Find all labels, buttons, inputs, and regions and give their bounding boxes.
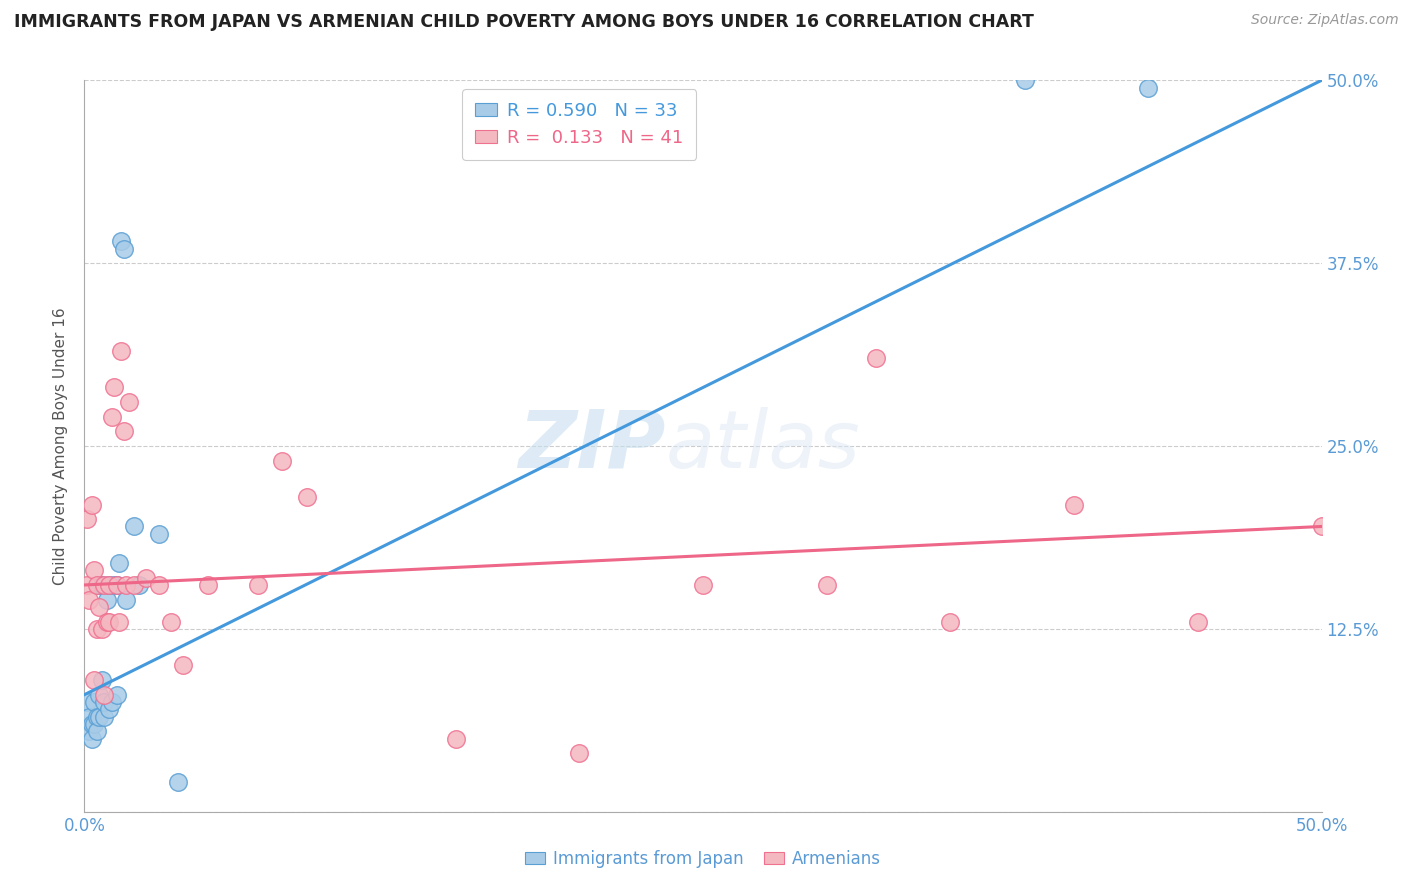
Point [1063,498,1085,512]
Point [568,746,591,760]
Point [135,571,157,585]
Y-axis label: Child Poverty Among Boys Under 16: Child Poverty Among Boys Under 16 [53,307,69,585]
Text: IMMIGRANTS FROM JAPAN VS ARMENIAN CHILD POVERTY AMONG BOYS UNDER 16 CORRELATION : IMMIGRANTS FROM JAPAN VS ARMENIAN CHILD … [14,13,1033,31]
Point [118,395,141,409]
Point [98,702,121,716]
Point [444,731,467,746]
Legend: R = 0.590   N = 33, R =  0.133   N = 41: R = 0.590 N = 33, R = 0.133 N = 41 [463,89,696,160]
Point [865,351,887,366]
Text: atlas: atlas [666,407,860,485]
Point [93,695,115,709]
Point [1137,80,1160,95]
Point [76,512,98,526]
Point [89,688,111,702]
Point [90,578,112,592]
Point [197,578,219,592]
Point [86,724,108,739]
Point [79,709,101,723]
Point [98,615,121,629]
Point [83,563,105,577]
Point [105,578,128,592]
Point [96,615,118,629]
Text: ZIP: ZIP [519,407,666,485]
Point [83,673,105,687]
Point [939,615,962,629]
Point [148,526,170,541]
Point [122,578,145,592]
Point [172,658,194,673]
Point [86,622,108,636]
Point [90,622,112,636]
Point [89,578,111,592]
Point [98,578,121,592]
Point [83,695,105,709]
Point [79,724,101,739]
Point [103,380,125,394]
Point [110,343,132,358]
Point [115,592,138,607]
Point [128,578,150,592]
Point [122,519,145,533]
Point [160,615,183,629]
Point [93,578,115,592]
Point [115,578,138,592]
Point [79,592,101,607]
Point [80,731,103,746]
Legend: Immigrants from Japan, Armenians: Immigrants from Japan, Armenians [519,844,887,875]
Point [98,578,121,592]
Point [96,592,118,607]
Point [167,775,190,789]
Point [271,453,294,467]
Point [105,578,128,592]
Point [246,578,269,592]
Point [80,717,103,731]
Point [1310,519,1333,533]
Point [692,578,714,592]
Point [90,673,112,687]
Point [105,688,128,702]
Point [89,709,111,723]
Point [86,578,108,592]
Point [80,498,103,512]
Point [1187,615,1209,629]
Point [148,578,170,592]
Point [108,556,131,570]
Point [295,490,318,504]
Point [76,578,98,592]
Point [108,615,131,629]
Point [76,695,98,709]
Point [89,599,111,614]
Point [93,688,115,702]
Point [83,717,105,731]
Point [112,242,135,256]
Point [103,578,125,592]
Point [815,578,838,592]
Point [100,409,122,424]
Point [112,425,135,439]
Point [86,709,108,723]
Text: Source: ZipAtlas.com: Source: ZipAtlas.com [1251,13,1399,28]
Point [100,695,122,709]
Point [110,234,132,248]
Point [93,709,115,723]
Point [1014,73,1036,87]
